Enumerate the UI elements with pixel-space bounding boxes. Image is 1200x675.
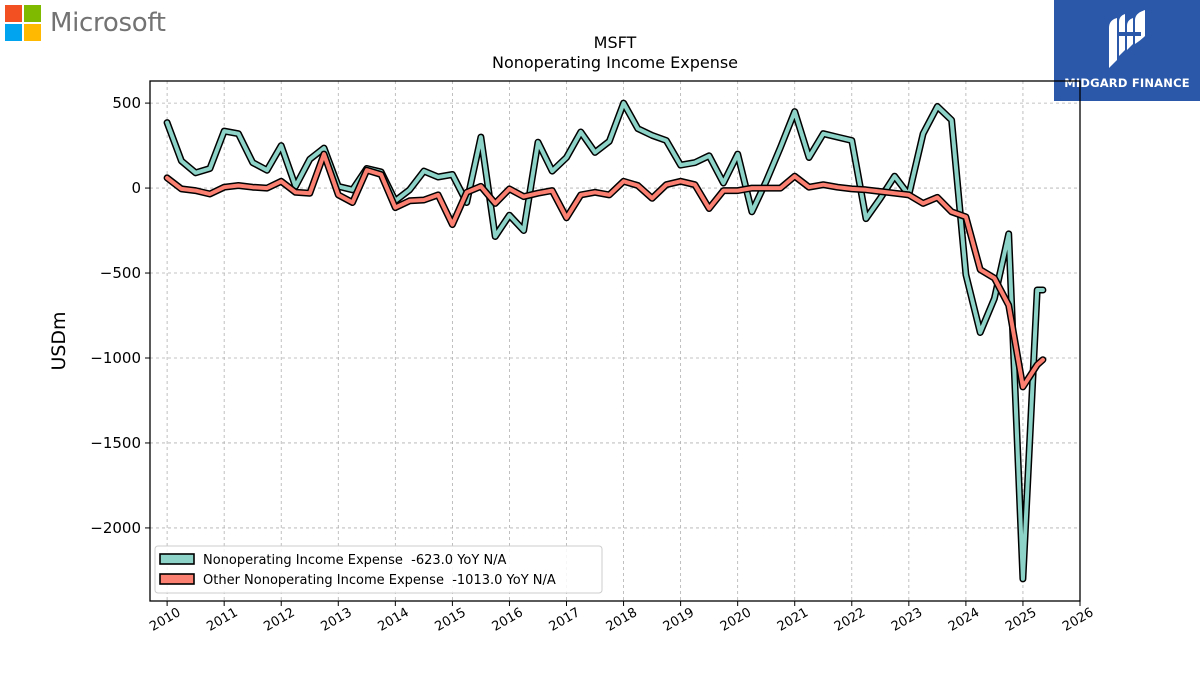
x-tick-label: 2017 [547, 605, 583, 635]
legend-box [154, 545, 603, 594]
plot-frame [149, 80, 1081, 602]
grid [150, 81, 1081, 601]
midgard-finance-logo: MIDGARD FINANCE [1054, 0, 1200, 101]
x-tick-label: 2016 [490, 605, 526, 635]
legend-entry: Nonoperating Income Expense -623.0 YoY N… [203, 553, 507, 568]
x-tick-label: 2021 [775, 605, 811, 635]
x-tick-label: 2023 [889, 605, 925, 635]
y-tick-label: 0 [131, 179, 141, 197]
x-tick-label: 2019 [661, 605, 697, 635]
series-line-2 [163, 150, 1047, 391]
x-tick-label: 2012 [261, 605, 297, 635]
x-tick-label: 2024 [946, 605, 982, 635]
microsoft-logo: Microsoft [5, 5, 166, 41]
ms-square-green [24, 5, 41, 22]
ms-square-yellow [24, 24, 41, 41]
series-stroke [165, 101, 1045, 581]
x-tick-label: 2025 [1003, 605, 1039, 635]
legend-entry: Other Nonoperating Income Expense -1013.… [203, 573, 556, 588]
company-name: Microsoft [50, 8, 166, 38]
ms-square-red [5, 5, 22, 22]
publisher-name: MIDGARD FINANCE [1064, 76, 1190, 90]
x-tick-label: 2026 [1060, 605, 1096, 635]
ms-square-blue [5, 24, 22, 41]
y-axis: 500 0 −500 −1000 −1500 −2000 [90, 94, 150, 537]
x-tick-label: 2018 [604, 605, 640, 635]
series-lines [163, 99, 1047, 583]
midgard-emblem-icon [1109, 10, 1145, 68]
x-tick-label: 2022 [832, 605, 868, 635]
series-line-1 [163, 99, 1047, 583]
y-tick-label: −2000 [90, 519, 141, 537]
series-stroke [165, 152, 1045, 389]
legend: Nonoperating Income Expense -623.0 YoY N… [154, 545, 603, 594]
y-tick-label: −500 [100, 264, 141, 282]
y-axis-label: USDm [48, 311, 70, 370]
x-tick-label: 2020 [718, 605, 754, 635]
x-tick-label: 2011 [204, 605, 240, 635]
x-tick-label: 2015 [433, 605, 469, 635]
legend-swatch [159, 573, 195, 585]
y-tick-label: −1500 [90, 434, 141, 452]
y-tick-label: 500 [112, 94, 141, 112]
x-tick-label: 2010 [147, 605, 183, 635]
x-axis: 2010 2011 2012 2013 2014 2015 2016 2017 2018 2019… [147, 601, 1096, 635]
chart-title: MSFT [594, 33, 637, 52]
x-tick-label: 2014 [376, 605, 412, 635]
microsoft-windows-icon [5, 5, 41, 41]
chart-subtitle: Nonoperating Income Expense [492, 53, 738, 72]
y-tick-label: −1000 [90, 349, 141, 367]
x-tick-label: 2013 [318, 605, 354, 635]
legend-swatch [159, 553, 195, 565]
